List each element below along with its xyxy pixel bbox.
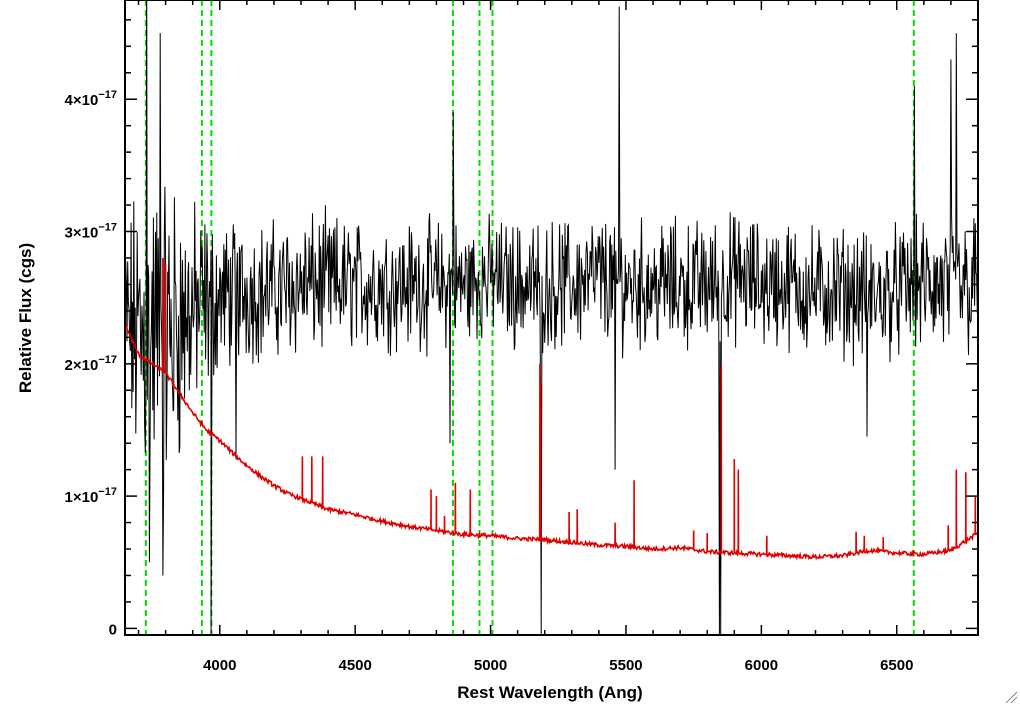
y-tick-label: 0 (109, 621, 117, 638)
series-layer (125, 0, 978, 635)
y-tick-label: 3×10−17 (65, 222, 117, 242)
y-axis: 0 1×10−17 2×10−17 3×10−17 4×10−17 (65, 19, 978, 638)
x-tick-label: 6000 (745, 657, 778, 674)
plot-frame (124, 0, 979, 636)
observed-spectrum-line (125, 0, 978, 635)
x-axis: 4000 4500 5000 5500 6000 6500 (137, 0, 979, 674)
x-tick-label: 4000 (203, 657, 236, 674)
x-tick-label: 4500 (338, 657, 371, 674)
x-tick-label: 5500 (609, 657, 642, 674)
emission-line-markers (144, 0, 915, 635)
x-axis-title: Rest Wavelength (Ang) (457, 683, 642, 702)
y-tick-label: 2×10−17 (65, 354, 117, 374)
y-tick-label: 1×10−17 (65, 486, 117, 506)
resize-grip-icon[interactable] (1004, 690, 1018, 704)
y-axis-title: Relative Flux (cgs) (16, 243, 35, 393)
x-tick-label: 5000 (474, 657, 507, 674)
model-spectrum-line (125, 257, 978, 561)
x-tick-label: 6500 (880, 657, 913, 674)
y-tick-label: 4×10−17 (65, 89, 117, 109)
